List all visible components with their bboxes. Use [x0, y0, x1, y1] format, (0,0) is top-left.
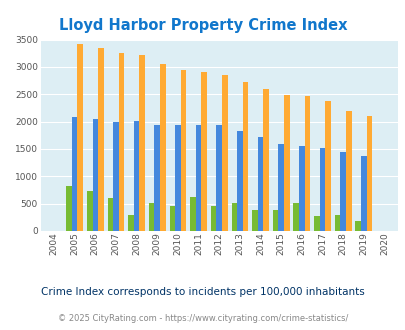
Bar: [154, 125, 160, 231]
Bar: [313, 216, 319, 231]
Bar: [87, 190, 92, 231]
Bar: [334, 214, 339, 231]
Bar: [195, 125, 201, 231]
Bar: [119, 53, 124, 231]
Bar: [354, 221, 360, 231]
Bar: [324, 101, 330, 231]
Bar: [345, 111, 351, 231]
Bar: [128, 215, 134, 231]
Bar: [339, 152, 345, 231]
Bar: [139, 55, 145, 231]
Bar: [113, 122, 119, 231]
Bar: [180, 70, 186, 231]
Text: © 2025 CityRating.com - https://www.cityrating.com/crime-statistics/: © 2025 CityRating.com - https://www.city…: [58, 314, 347, 323]
Bar: [263, 89, 268, 231]
Text: Crime Index corresponds to incidents per 100,000 inhabitants: Crime Index corresponds to incidents per…: [41, 287, 364, 297]
Bar: [210, 206, 216, 231]
Bar: [134, 120, 139, 231]
Bar: [237, 131, 242, 231]
Bar: [216, 125, 222, 231]
Bar: [304, 96, 309, 231]
Bar: [283, 95, 289, 231]
Bar: [293, 203, 298, 231]
Bar: [278, 144, 283, 231]
Bar: [366, 115, 371, 231]
Text: Lloyd Harbor Property Crime Index: Lloyd Harbor Property Crime Index: [59, 18, 346, 33]
Bar: [231, 203, 237, 231]
Bar: [169, 206, 175, 231]
Bar: [77, 44, 83, 231]
Bar: [149, 203, 154, 231]
Bar: [175, 125, 180, 231]
Bar: [190, 197, 195, 231]
Bar: [66, 186, 72, 231]
Bar: [222, 75, 227, 231]
Bar: [160, 64, 165, 231]
Bar: [107, 198, 113, 231]
Bar: [319, 148, 324, 231]
Bar: [92, 119, 98, 231]
Bar: [257, 138, 263, 231]
Bar: [242, 82, 247, 231]
Bar: [201, 72, 207, 231]
Bar: [272, 210, 278, 231]
Bar: [298, 146, 304, 231]
Bar: [360, 156, 366, 231]
Bar: [72, 117, 77, 231]
Bar: [98, 49, 103, 231]
Bar: [252, 210, 257, 231]
